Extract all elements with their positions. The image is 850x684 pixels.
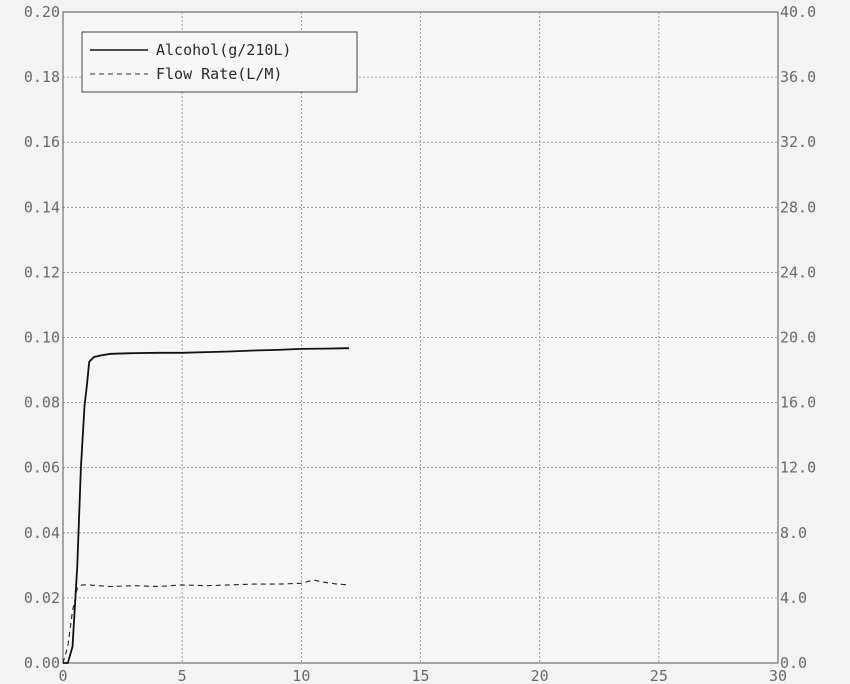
x-tick-label: 30 — [769, 667, 787, 684]
y2-tick-label: 40.0 — [780, 3, 816, 21]
x-tick-label: 5 — [178, 667, 187, 684]
y2-tick-label: 20.0 — [780, 329, 816, 347]
x-tick-label: 15 — [411, 667, 429, 684]
plot-border — [62, 11, 779, 664]
grid — [63, 12, 778, 663]
y-tick-label: 0.08 — [24, 394, 60, 412]
series-line-alcohol — [63, 347, 350, 664]
legend-label-alcohol: Alcohol(g/210L) — [156, 41, 291, 59]
y2-axis-ticks: 0.0 4.0 8.0 12.0 16.0 20.0 24.0 28.0 32.0 36.0 40.… — [780, 3, 816, 672]
y2-tick-label: 12.0 — [780, 459, 816, 477]
y-tick-label: 0.18 — [24, 68, 60, 86]
legend-box — [81, 31, 358, 93]
y-axis-ticks: 0.00 0.02 0.04 0.06 0.08 0.10 0.12 0.14 0.16 0.18… — [24, 3, 60, 672]
y2-tick-label: 32.0 — [780, 133, 816, 151]
y-tick-label: 0.04 — [24, 524, 60, 542]
y-tick-label: 0.14 — [24, 198, 60, 216]
x-axis-ticks: 0 5 10 15 20 25 30 — [58, 667, 787, 684]
y-tick-label: 0.20 — [24, 3, 60, 21]
y-tick-label: 0.06 — [24, 459, 60, 477]
y-tick-label: 0.02 — [24, 589, 60, 607]
legend-label-flow-rate: Flow Rate(L/M) — [156, 65, 282, 83]
y2-tick-label: 36.0 — [780, 68, 816, 86]
x-tick-label: 10 — [292, 667, 310, 684]
series-layer — [62, 347, 350, 664]
y-tick-label: 0.00 — [24, 654, 60, 672]
series-line-flow-rate — [62, 579, 350, 664]
y2-tick-label: 0.0 — [780, 654, 807, 672]
y2-tick-label: 4.0 — [780, 589, 807, 607]
y-tick-label: 0.16 — [24, 133, 60, 151]
x-tick-label: 25 — [650, 667, 668, 684]
y-tick-label: 0.12 — [24, 263, 60, 281]
x-tick-label: 20 — [531, 667, 549, 684]
y-tick-label: 0.10 — [24, 329, 60, 347]
y2-tick-label: 28.0 — [780, 198, 816, 216]
x-tick-label: 0 — [58, 667, 67, 684]
y2-tick-label: 16.0 — [780, 394, 816, 412]
legend: Alcohol(g/210L) Flow Rate(L/M) — [81, 31, 358, 93]
y2-tick-label: 8.0 — [780, 524, 807, 542]
y2-tick-label: 24.0 — [780, 263, 816, 281]
